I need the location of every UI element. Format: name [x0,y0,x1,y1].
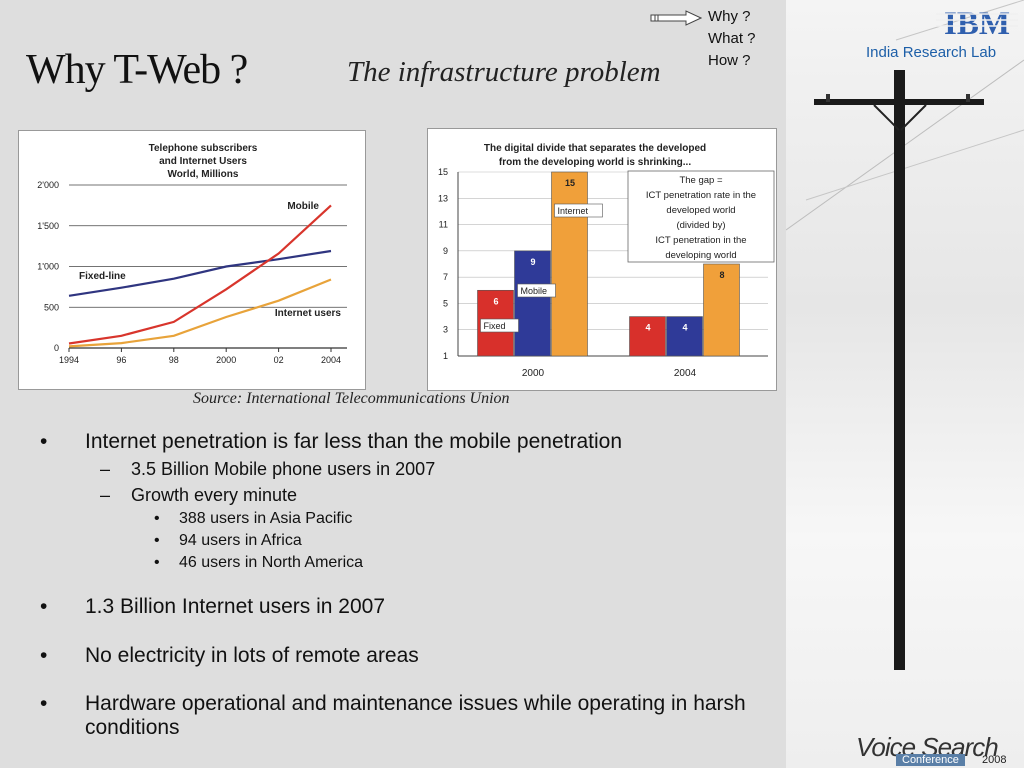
bar-value-label: 4 [682,323,687,333]
slide-content: Why T-Web ? The infrastructure problem W… [18,8,777,739]
y-tick-label: 0 [54,343,59,353]
event-year: 2008 [982,754,1007,766]
category-label: 2004 [674,368,697,379]
slide-subtitle: The infrastructure problem [347,56,661,88]
y-tick-label: 3 [443,325,448,335]
chart-title-line-3: World, Millions [168,169,239,180]
x-tick-label: 98 [169,355,179,365]
bar-value-label: 8 [719,270,724,280]
y-tick-label: 15 [438,167,448,177]
x-tick-label: 1994 [59,355,79,365]
bar-fixed-2004 [629,316,666,357]
annotation-line: developed world [666,205,735,216]
category-label: 2000 [522,368,545,379]
series-line-internet-users [68,278,332,348]
x-tick-label: 2004 [321,355,341,365]
y-tick-label: 11 [439,220,448,230]
y-tick-label: 500 [44,302,59,312]
chart-title-line-1: Telephone subscribers [149,143,258,154]
y-tick-label: 9 [443,246,448,256]
series-line-fixed-line [68,249,332,297]
y-tick-label: 1'000 [37,262,59,272]
y-tick-label: 5 [443,298,448,308]
series-tag-label: Internet [558,206,589,216]
lab-name: India Research Lab [866,44,997,61]
series-label: Fixed-line [79,271,126,282]
series-tag-label: Fixed [484,321,506,331]
y-tick-label: 1 [443,351,448,361]
series-tag-label: Mobile [521,286,548,296]
series-tag-box [480,318,519,333]
y-tick-label: 7 [443,272,448,282]
chart-title-line-2: from the developing world is shrinking..… [499,157,691,168]
chart-source: Source: International Telecommunications… [193,390,510,407]
bar-mobile-2000 [514,250,551,357]
utility-pole-image [786,0,1024,670]
chart-title-line-1: The digital divide that separates the de… [484,143,706,154]
annotation-line: (divided by) [676,220,725,231]
bar-mobile-2004 [666,316,703,357]
x-tick-label: 96 [116,355,126,365]
series-line-mobile [68,204,332,345]
bar-value-label: 4 [645,323,650,333]
nav-item-what[interactable]: What ? [708,30,756,47]
bar-chart-svg: The digital divide that separates the de… [438,143,775,379]
line-chart-svg: Telephone subscribers and Internet Users… [37,143,347,365]
subscribers-chart: Telephone subscribers and Internet Users… [18,130,366,390]
arrow-right-icon [650,10,702,26]
annotation-line: developing world [665,250,736,261]
x-tick-label: 02 [274,355,284,365]
series-label: Mobile [287,201,319,212]
chart-title-line-2: and Internet Users [159,156,247,167]
annotation-line: The gap = [679,175,722,186]
event-subtitle: Conference [896,754,965,766]
nav-item-how[interactable]: How ? [708,52,751,69]
bar-internet-2004 [703,263,740,357]
bar-value-label: 9 [530,257,535,267]
x-tick-label: 2000 [216,355,236,365]
y-tick-label: 13 [438,193,448,203]
y-tick-label: 1'500 [37,221,59,231]
annotation-box [627,170,775,263]
series-tag-box [517,283,556,298]
svg-text:IBM: IBM [944,6,1010,38]
digital-divide-chart: The digital divide that separates the de… [427,128,777,391]
slide-title: Why T-Web ? [26,47,248,93]
y-tick-label: 2'000 [37,180,59,190]
bar-value-label: 6 [493,296,498,306]
series-tag-box [554,203,603,218]
ibm-logo: IBM [936,6,1018,38]
bar-internet-2000 [551,171,588,357]
decorative-panel: IBM India Research Lab Voice Search Conf… [786,0,1024,768]
series-label: Internet users [275,308,342,319]
bar-value-label: 15 [565,178,575,188]
annotation-line: ICT penetration in the [655,235,746,246]
annotation-line: ICT penetration rate in the [646,190,756,201]
nav-item-why[interactable]: Why ? [708,8,751,25]
